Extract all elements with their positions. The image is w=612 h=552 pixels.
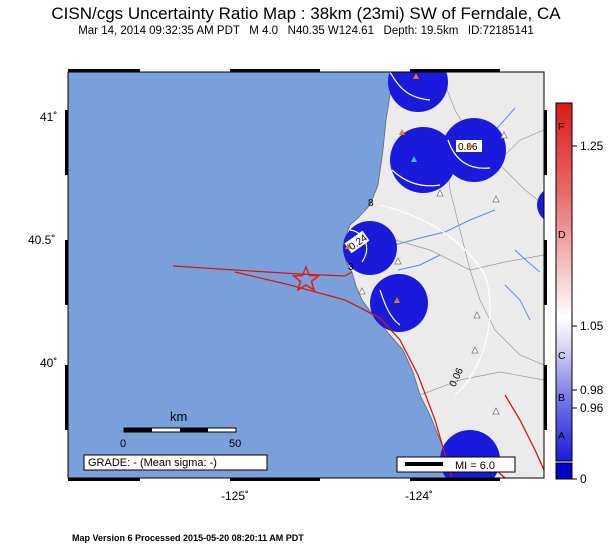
mi-legend: MI = 6.0	[396, 456, 516, 473]
triangle-icon	[492, 407, 500, 415]
triangle-icon	[394, 257, 402, 265]
lon-label: -124˚	[405, 489, 434, 503]
frame-ticks	[65, 69, 547, 481]
grade-box: GRADE: - (Mean sigma: -)	[83, 454, 268, 471]
colorbar-value: 0.96	[580, 401, 604, 415]
colorbar-value: 0.98	[580, 383, 604, 397]
grade-letter: A	[558, 430, 566, 442]
map-version-footer: Map Version 6 Processed 2015-05-20 08:20…	[72, 533, 304, 543]
colorbar-value: 1.05	[580, 319, 604, 333]
lat-label: 41˚	[40, 110, 58, 124]
triangle-icon	[413, 73, 419, 79]
triangle-icon	[492, 195, 500, 203]
grade-letter: C	[558, 350, 566, 362]
contour-label: 8	[368, 198, 374, 209]
triangle-icon	[411, 156, 417, 162]
triangle-icon	[467, 142, 473, 148]
triangle-icon	[471, 346, 479, 354]
svg-text:MI = 6.0: MI = 6.0	[455, 460, 495, 472]
triangle-icon	[345, 243, 351, 249]
triangle-icon	[436, 189, 444, 197]
triangle-icon	[399, 129, 405, 135]
star-icon	[291, 264, 321, 292]
grade-letter: D	[558, 229, 566, 241]
map-title: CISN/cgs Uncertainty Ratio Map : 38km (2…	[51, 4, 561, 23]
stations	[345, 73, 508, 415]
lon-label: -125˚	[221, 489, 250, 503]
scale-bar: km 0 50	[120, 409, 241, 450]
svg-text:0: 0	[120, 438, 126, 450]
triangle-icon	[500, 131, 508, 139]
colorbar-value: 0	[580, 472, 587, 486]
svg-text:GRADE: - (Mean sigma: -): GRADE: - (Mean sigma: -)	[88, 457, 217, 469]
grade-letter: F	[558, 121, 565, 133]
colorbar	[555, 102, 577, 480]
triangle-icon	[473, 311, 481, 319]
lat-label: 40˚	[40, 356, 58, 370]
triangle-icon	[358, 287, 366, 295]
contour-lines	[349, 72, 491, 396]
colorbar-value: 1.25	[580, 139, 604, 153]
lat-label: 40.5˚	[28, 233, 56, 247]
svg-text:km: km	[170, 409, 187, 424]
contour-label: 3	[348, 262, 354, 273]
svg-text:50: 50	[229, 438, 241, 450]
event-info: Mar 14, 2014 09:32:35 AM PDT M 4.0 N40.3…	[78, 25, 534, 37]
triangle-icon	[394, 297, 400, 303]
grade-letter: B	[558, 392, 566, 404]
